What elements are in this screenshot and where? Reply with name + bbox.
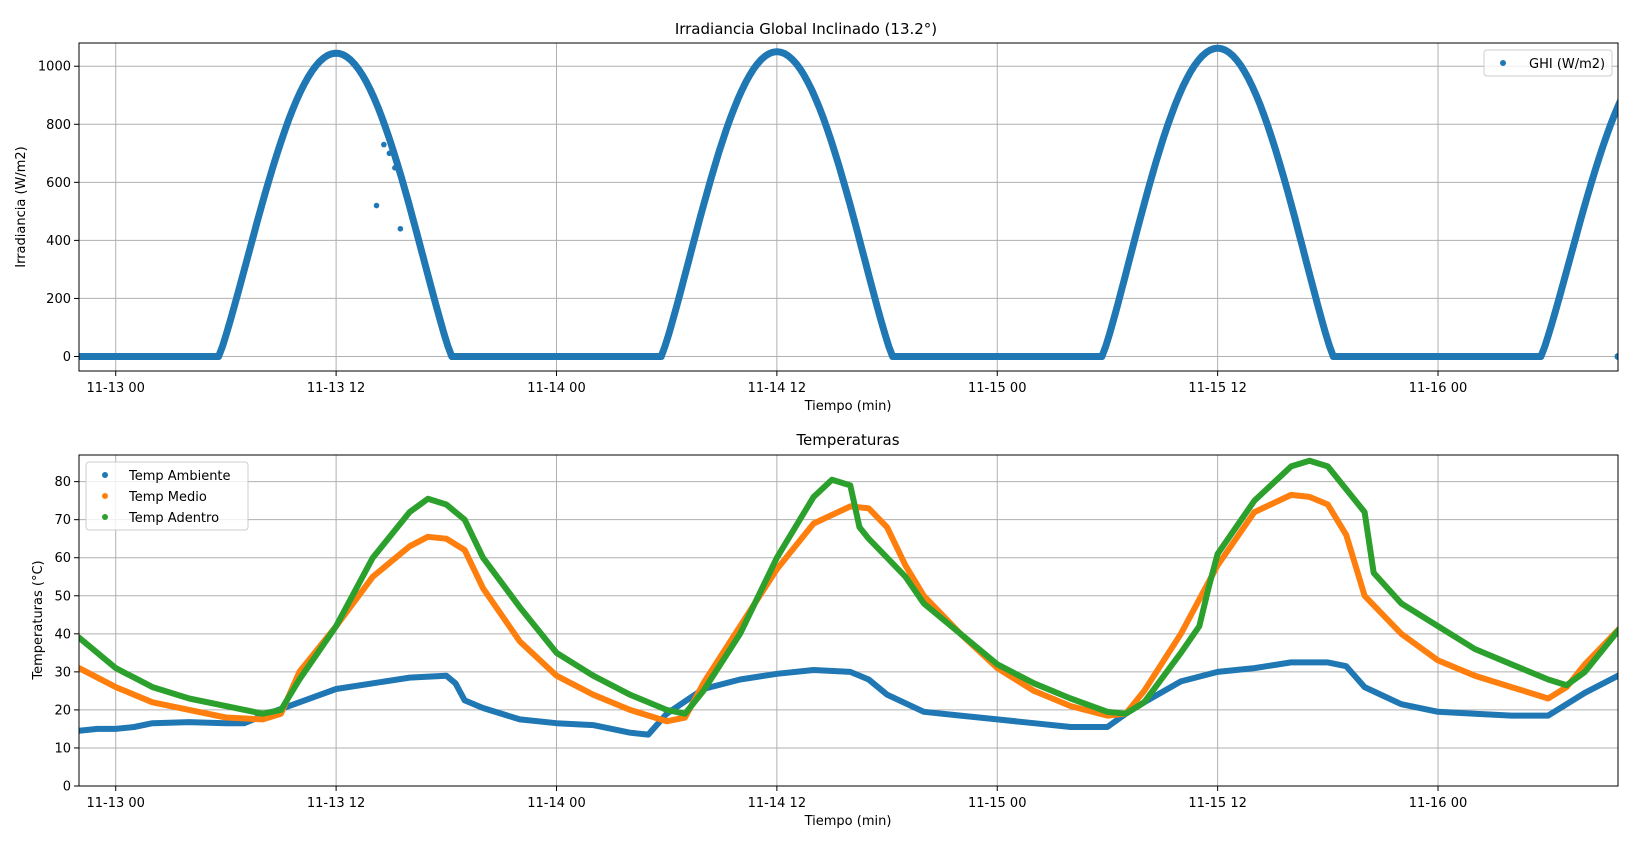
y-tick-label: 0: [63, 350, 71, 365]
irradiance-plot-border: [78, 42, 1619, 372]
temp-legend-label: Temp Adentro: [128, 511, 219, 526]
temperature-data: [79, 457, 1618, 738]
x-tick-label: 11-14 00: [527, 796, 585, 811]
x-tick-label: 11-14 00: [527, 381, 585, 396]
temp-series-line-2: [79, 457, 1618, 717]
ghi-point: [397, 225, 404, 232]
ghi-legend-box: [1483, 49, 1613, 77]
irradiance-x-ticks: 11-13 00 11-13 12 11-14 00 11-14 12 11-15 00…: [87, 371, 1467, 396]
temp-legend-marker: [102, 472, 108, 478]
temperature-y-axis-label: Temperaturas (°C): [31, 560, 46, 680]
y-tick-label: 800: [46, 118, 71, 133]
irradiance-chart-title: Irradiancia Global Inclinado (13.2°): [675, 20, 937, 38]
temperature-legend: Temp Ambiente Temp Medio Temp Adentro: [85, 461, 249, 531]
ghi-legend-marker: [1500, 60, 1506, 66]
irradiance-y-ticks: 0 200 400 600 800 1000: [38, 60, 79, 365]
irradiance-legend: GHI (W/m2): [1483, 49, 1613, 77]
ghi-legend-label: GHI (W/m2): [1529, 57, 1605, 72]
x-tick-label: 11-15 00: [968, 381, 1026, 396]
x-tick-label: 11-16 00: [1409, 796, 1467, 811]
y-tick-label: 1000: [38, 60, 71, 75]
y-tick-label: 20: [54, 703, 71, 718]
temp-legend-label: Temp Ambiente: [128, 469, 231, 484]
irradiance-chart: Irradiancia Global Inclinado (13.2°) 11-…: [14, 20, 1619, 414]
temperature-chart: Temperaturas 11-13 00 11-13 12 11-14 00 11-…: [31, 431, 1619, 829]
y-tick-label: 30: [54, 665, 71, 680]
temp-legend-marker: [102, 514, 108, 520]
y-tick-label: 400: [46, 234, 71, 249]
x-tick-label: 11-13 12: [307, 796, 365, 811]
x-tick-label: 11-15 12: [1188, 381, 1246, 396]
y-tick-label: 10: [54, 741, 71, 756]
x-tick-label: 11-13 12: [307, 381, 365, 396]
temperature-x-ticks: 11-13 00 11-13 12 11-14 00 11-14 12 11-15 00…: [87, 786, 1467, 811]
irradiance-grid: [79, 43, 1618, 371]
temp-series-line-1: [79, 491, 1618, 725]
temperature-y-ticks: 0 10 20 30 40 50 60 70 80: [54, 475, 79, 795]
ghi-point: [373, 202, 380, 209]
x-tick-label: 11-13 00: [87, 796, 145, 811]
ghi-point: [381, 141, 387, 148]
y-tick-label: 40: [54, 627, 71, 642]
y-tick-label: 200: [46, 292, 71, 307]
y-tick-label: 600: [46, 176, 71, 191]
x-tick-label: 11-15 00: [968, 796, 1026, 811]
temperature-chart-title: Temperaturas: [795, 431, 899, 449]
temperature-plot-border: [78, 454, 1619, 787]
ghi-point: [392, 165, 398, 171]
x-tick-label: 11-14 12: [748, 796, 806, 811]
y-tick-label: 50: [54, 589, 71, 604]
irradiance-y-axis-label: Irradiancia (W/m2): [14, 146, 29, 268]
y-tick-label: 60: [54, 551, 71, 566]
irradiance-data: [79, 44, 1618, 360]
temp-legend-marker: [102, 493, 108, 499]
irradiance-x-axis-label: Tiempo (min): [804, 399, 892, 414]
x-tick-label: 11-13 00: [87, 381, 145, 396]
y-tick-label: 0: [63, 780, 71, 795]
x-tick-label: 11-14 12: [748, 381, 806, 396]
temperature-x-axis-label: Tiempo (min): [804, 814, 892, 829]
x-tick-label: 11-15 12: [1188, 796, 1246, 811]
ghi-series-line: [79, 44, 1618, 360]
y-tick-label: 80: [54, 475, 71, 490]
x-tick-label: 11-16 00: [1409, 381, 1467, 396]
y-tick-label: 70: [54, 513, 71, 528]
temp-legend-box: [85, 461, 249, 531]
ghi-point: [386, 150, 393, 157]
temp-legend-label: Temp Medio: [128, 490, 207, 505]
